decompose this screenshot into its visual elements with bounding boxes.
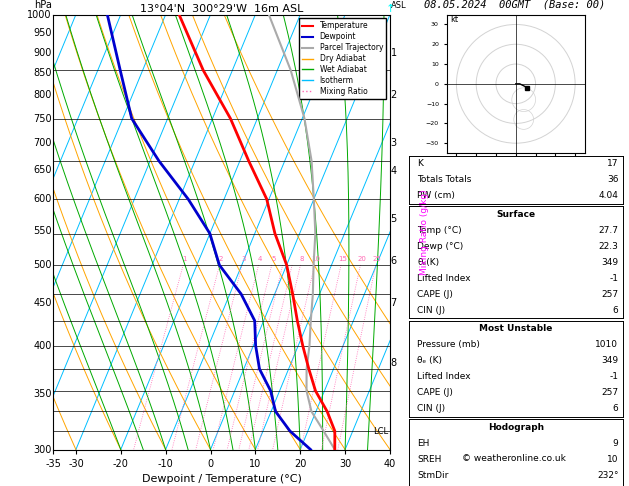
Text: 4: 4 — [258, 256, 262, 262]
Text: Lifted Index: Lifted Index — [418, 274, 471, 283]
Text: kt: kt — [450, 16, 459, 24]
Text: -1: -1 — [610, 274, 618, 283]
Text: 1000: 1000 — [27, 10, 52, 19]
Text: Most Unstable: Most Unstable — [479, 324, 552, 333]
Text: 9: 9 — [613, 439, 618, 448]
Text: 650: 650 — [33, 165, 52, 175]
Text: 4.04: 4.04 — [599, 191, 618, 200]
Text: 2: 2 — [219, 256, 223, 262]
Text: 450: 450 — [33, 298, 52, 308]
Text: 6: 6 — [391, 257, 397, 266]
Text: 349: 349 — [601, 258, 618, 267]
Text: 27.7: 27.7 — [598, 226, 618, 235]
Text: 950: 950 — [33, 28, 52, 38]
Text: 3: 3 — [391, 139, 397, 148]
Text: 800: 800 — [33, 90, 52, 100]
Text: 349: 349 — [601, 356, 618, 365]
Text: Dewp (°C): Dewp (°C) — [418, 242, 464, 251]
Text: 8: 8 — [299, 256, 304, 262]
Text: Temp (°C): Temp (°C) — [418, 226, 462, 235]
Text: Mixing Ratio (g/kg): Mixing Ratio (g/kg) — [420, 189, 429, 275]
Text: CAPE (J): CAPE (J) — [418, 290, 454, 299]
Text: 5: 5 — [391, 214, 397, 224]
Text: 2: 2 — [391, 90, 397, 100]
Text: 232°: 232° — [597, 471, 618, 480]
Text: 10: 10 — [607, 455, 618, 464]
Text: 850: 850 — [33, 69, 52, 78]
Text: Hodograph: Hodograph — [487, 423, 544, 432]
Text: 700: 700 — [33, 139, 52, 148]
Text: 4: 4 — [391, 166, 397, 176]
Text: 7: 7 — [391, 298, 397, 308]
Text: 15: 15 — [338, 256, 347, 262]
Text: -1: -1 — [610, 372, 618, 382]
Text: 10: 10 — [311, 256, 321, 262]
Text: 350: 350 — [33, 389, 52, 399]
Text: 3: 3 — [242, 256, 246, 262]
Text: CIN (J): CIN (J) — [418, 306, 445, 315]
Text: θₑ (K): θₑ (K) — [418, 356, 442, 365]
Text: 20: 20 — [357, 256, 366, 262]
Text: 400: 400 — [33, 341, 52, 350]
Text: PW (cm): PW (cm) — [418, 191, 455, 200]
Legend: Temperature, Dewpoint, Parcel Trajectory, Dry Adiabat, Wet Adiabat, Isotherm, Mi: Temperature, Dewpoint, Parcel Trajectory… — [299, 18, 386, 99]
Text: ↑: ↑ — [386, 4, 394, 14]
Text: 500: 500 — [33, 260, 52, 270]
Text: 1010: 1010 — [596, 340, 618, 349]
Text: EH: EH — [418, 439, 430, 448]
Text: 1: 1 — [182, 256, 187, 262]
Text: θₑ(K): θₑ(K) — [418, 258, 440, 267]
Text: 6: 6 — [613, 404, 618, 414]
Text: Pressure (mb): Pressure (mb) — [418, 340, 481, 349]
Title: 13°04'N  300°29'W  16m ASL: 13°04'N 300°29'W 16m ASL — [140, 4, 303, 14]
Text: km
ASL: km ASL — [391, 0, 406, 10]
Text: 17: 17 — [607, 159, 618, 168]
Text: 1: 1 — [391, 48, 397, 58]
Text: CIN (J): CIN (J) — [418, 404, 445, 414]
Text: 22.3: 22.3 — [599, 242, 618, 251]
Text: 8: 8 — [391, 358, 397, 368]
Text: 25: 25 — [373, 256, 381, 262]
Text: © weatheronline.co.uk: © weatheronline.co.uk — [462, 454, 566, 464]
Text: 600: 600 — [33, 194, 52, 204]
Text: CAPE (J): CAPE (J) — [418, 388, 454, 398]
Text: 36: 36 — [607, 175, 618, 184]
Text: 08.05.2024  00GMT  (Base: 00): 08.05.2024 00GMT (Base: 00) — [423, 0, 605, 10]
Text: StmDir: StmDir — [418, 471, 448, 480]
Text: 300: 300 — [33, 445, 52, 454]
Text: 257: 257 — [601, 388, 618, 398]
Text: 257: 257 — [601, 290, 618, 299]
Text: Surface: Surface — [496, 209, 535, 219]
Text: 6: 6 — [613, 306, 618, 315]
Text: 900: 900 — [33, 48, 52, 58]
Text: hPa: hPa — [34, 0, 52, 10]
Text: Lifted Index: Lifted Index — [418, 372, 471, 382]
X-axis label: Dewpoint / Temperature (°C): Dewpoint / Temperature (°C) — [142, 474, 302, 484]
Text: 550: 550 — [33, 226, 52, 236]
Text: Totals Totals: Totals Totals — [418, 175, 472, 184]
Text: 5: 5 — [271, 256, 276, 262]
Text: LCL: LCL — [374, 427, 389, 435]
Text: K: K — [418, 159, 423, 168]
Text: SREH: SREH — [418, 455, 442, 464]
Text: 750: 750 — [33, 114, 52, 123]
